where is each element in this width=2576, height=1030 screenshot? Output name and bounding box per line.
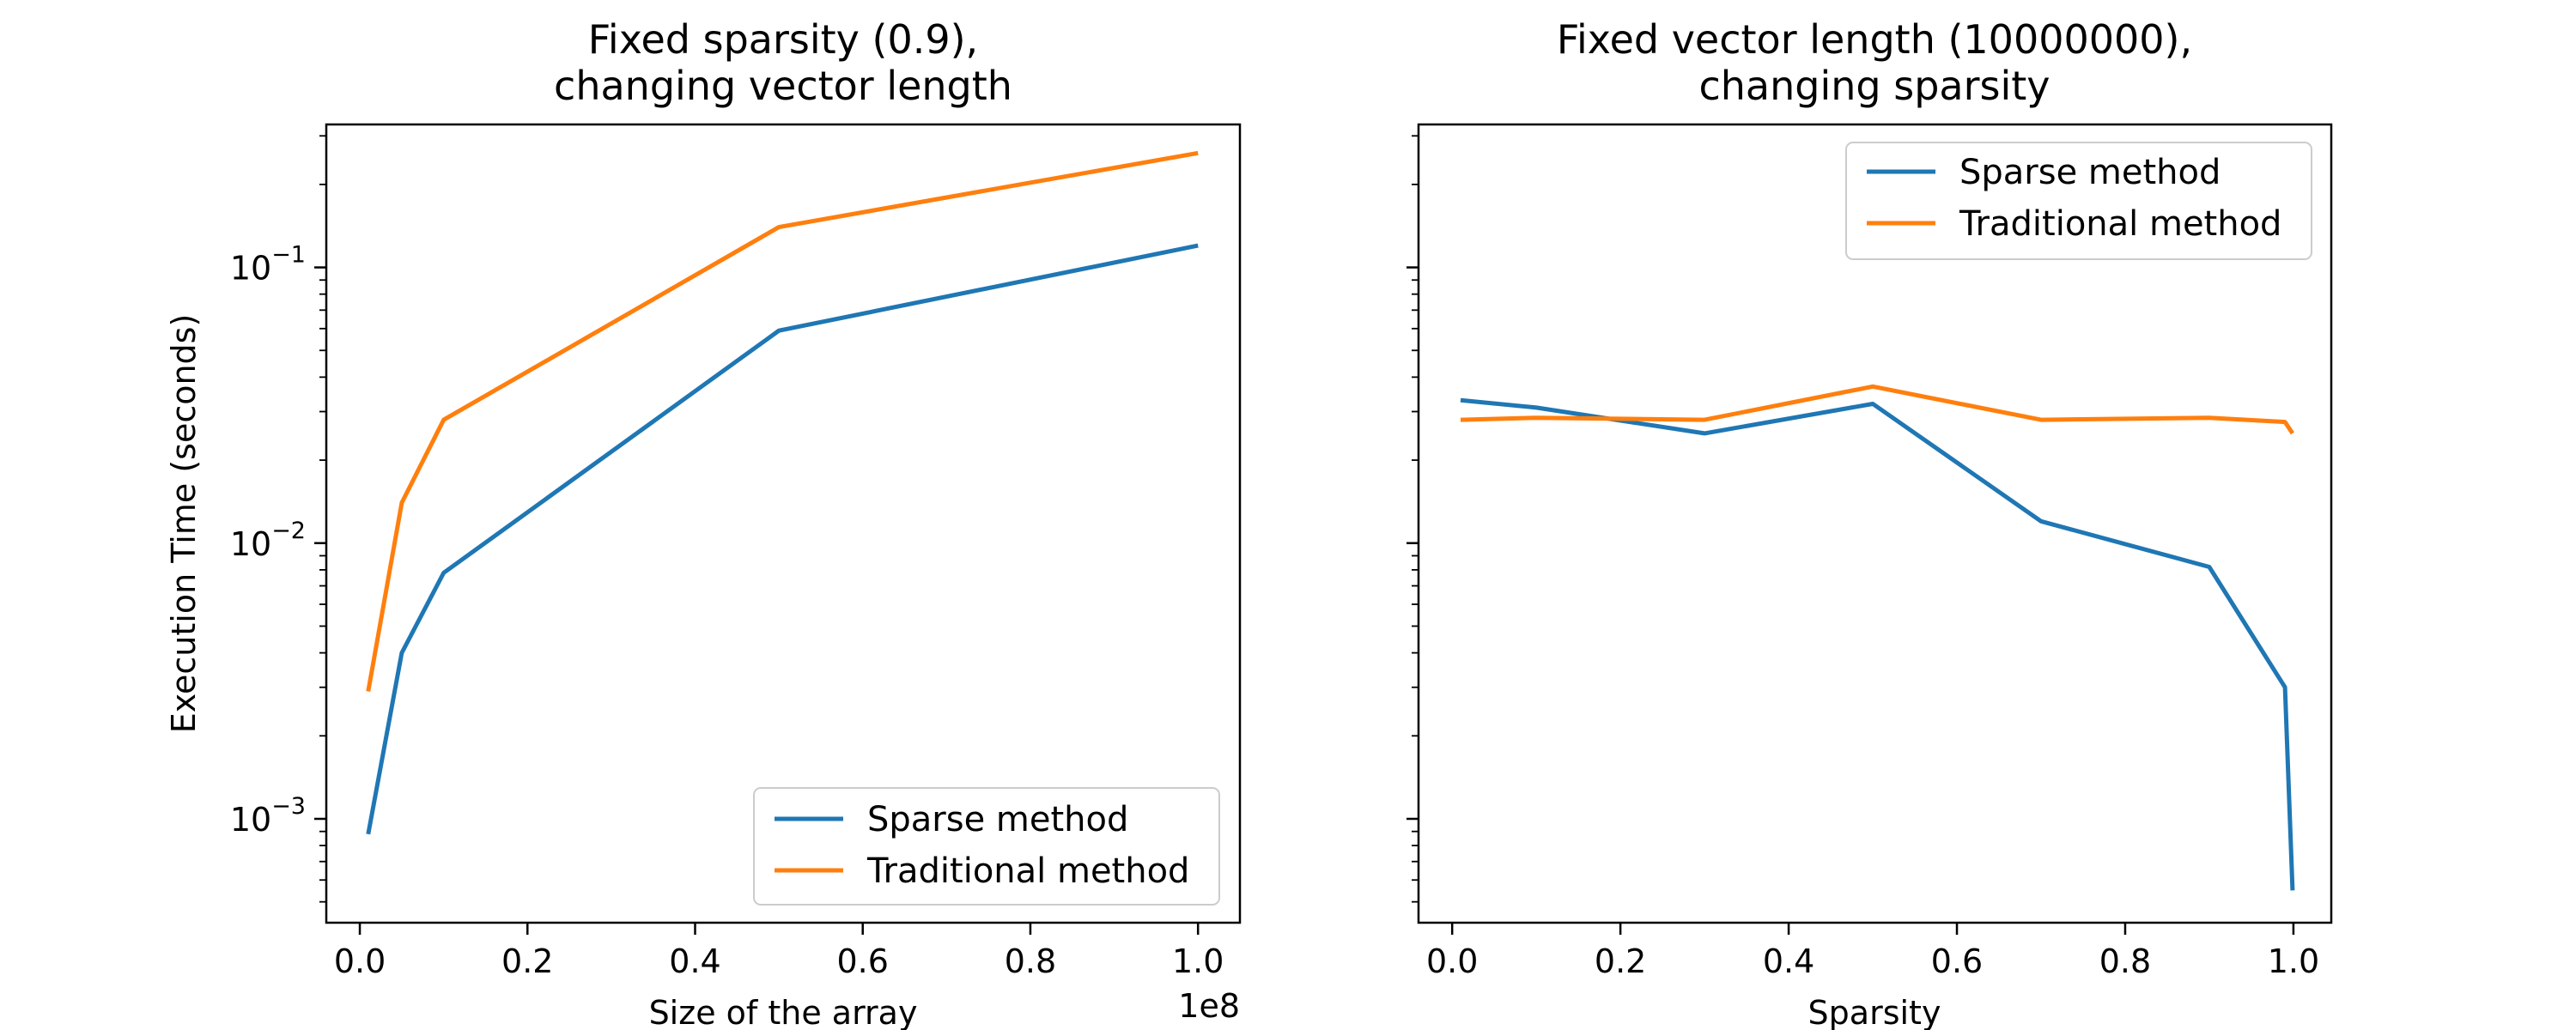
chart-right: Fixed vector length (10000000), changing… [1406,16,2333,1030]
y-tick-exponent: −1 [271,242,306,269]
series-line-sparse [1460,397,2295,891]
x-tick-label: 0.2 [501,942,553,980]
x-tick-label: 0.6 [837,942,889,980]
chart-title-line-2-right: changing sparsity [1698,63,2050,109]
legend-left: Sparse method Traditional method [753,787,1220,906]
x-tick-label: 1.0 [1172,942,1224,980]
x-axis-label-left: Size of the array [649,994,918,1030]
legend-box-left [753,787,1220,906]
x-offset-label: 1e8 [1178,987,1240,1025]
series-line-traditional [1460,384,2294,435]
y-tick-label: 10−3 [230,793,306,839]
y-tick-label: 10−1 [230,242,306,288]
y-tick-label: 10−2 [230,518,306,563]
x-tick-label: 0.8 [2099,942,2151,980]
x-tick-label: 0.0 [1426,942,1478,980]
x-ticks-left: 0.0 0.2 0.4 0.6 0.8 1.0 [334,923,1224,980]
legend-box-right [1845,142,2312,260]
series-lines-right [1460,384,2295,891]
series-line-sparse [366,243,1199,835]
y-tick-base: 10 [230,801,271,839]
legend-right: Sparse method Traditional method [1845,142,2312,260]
y-ticks-right [1406,135,1419,903]
chart-title-line-1: Fixed sparsity (0.9), [588,16,978,63]
y-tick-exponent: −2 [271,518,306,544]
chart-title-line-2: changing vector length [554,63,1012,109]
x-axis-label-right: Sparsity [1808,994,1941,1030]
x-tick-label: 0.4 [1763,942,1814,980]
x-tick-label: 0.6 [1931,942,1983,980]
x-ticks-right: 0.0 0.2 0.4 0.6 0.8 1.0 [1426,923,2319,980]
x-tick-label: 0.2 [1595,942,1646,980]
legend-label-traditional-right: Traditional method [1959,204,2281,244]
x-tick-label: 1.0 [2268,942,2319,980]
x-tick-label: 0.8 [1005,942,1056,980]
legend-label-sparse-left: Sparse method [867,800,1128,839]
chart-title-line-1-right: Fixed vector length (10000000), [1557,16,2192,63]
axes-frame-left [325,123,1242,924]
y-tick-exponent: −3 [271,793,306,820]
x-tick-label: 0.0 [334,942,386,980]
series-line-traditional [366,150,1199,692]
legend-label-traditional-left: Traditional method [866,851,1189,891]
y-tick-base: 10 [230,250,271,288]
y-tick-base: 10 [230,525,271,563]
x-tick-label: 0.4 [669,942,720,980]
axes-frame-right [1417,123,2333,924]
series-lines-left [366,150,1199,835]
chart-left: Fixed sparsity (0.9), changing vector le… [165,16,1242,1030]
legend-label-sparse-right: Sparse method [1959,153,2221,192]
y-axis-label: Execution Time (seconds) [165,314,203,734]
y-ticks-left: 10−310−210−1 [230,135,326,903]
